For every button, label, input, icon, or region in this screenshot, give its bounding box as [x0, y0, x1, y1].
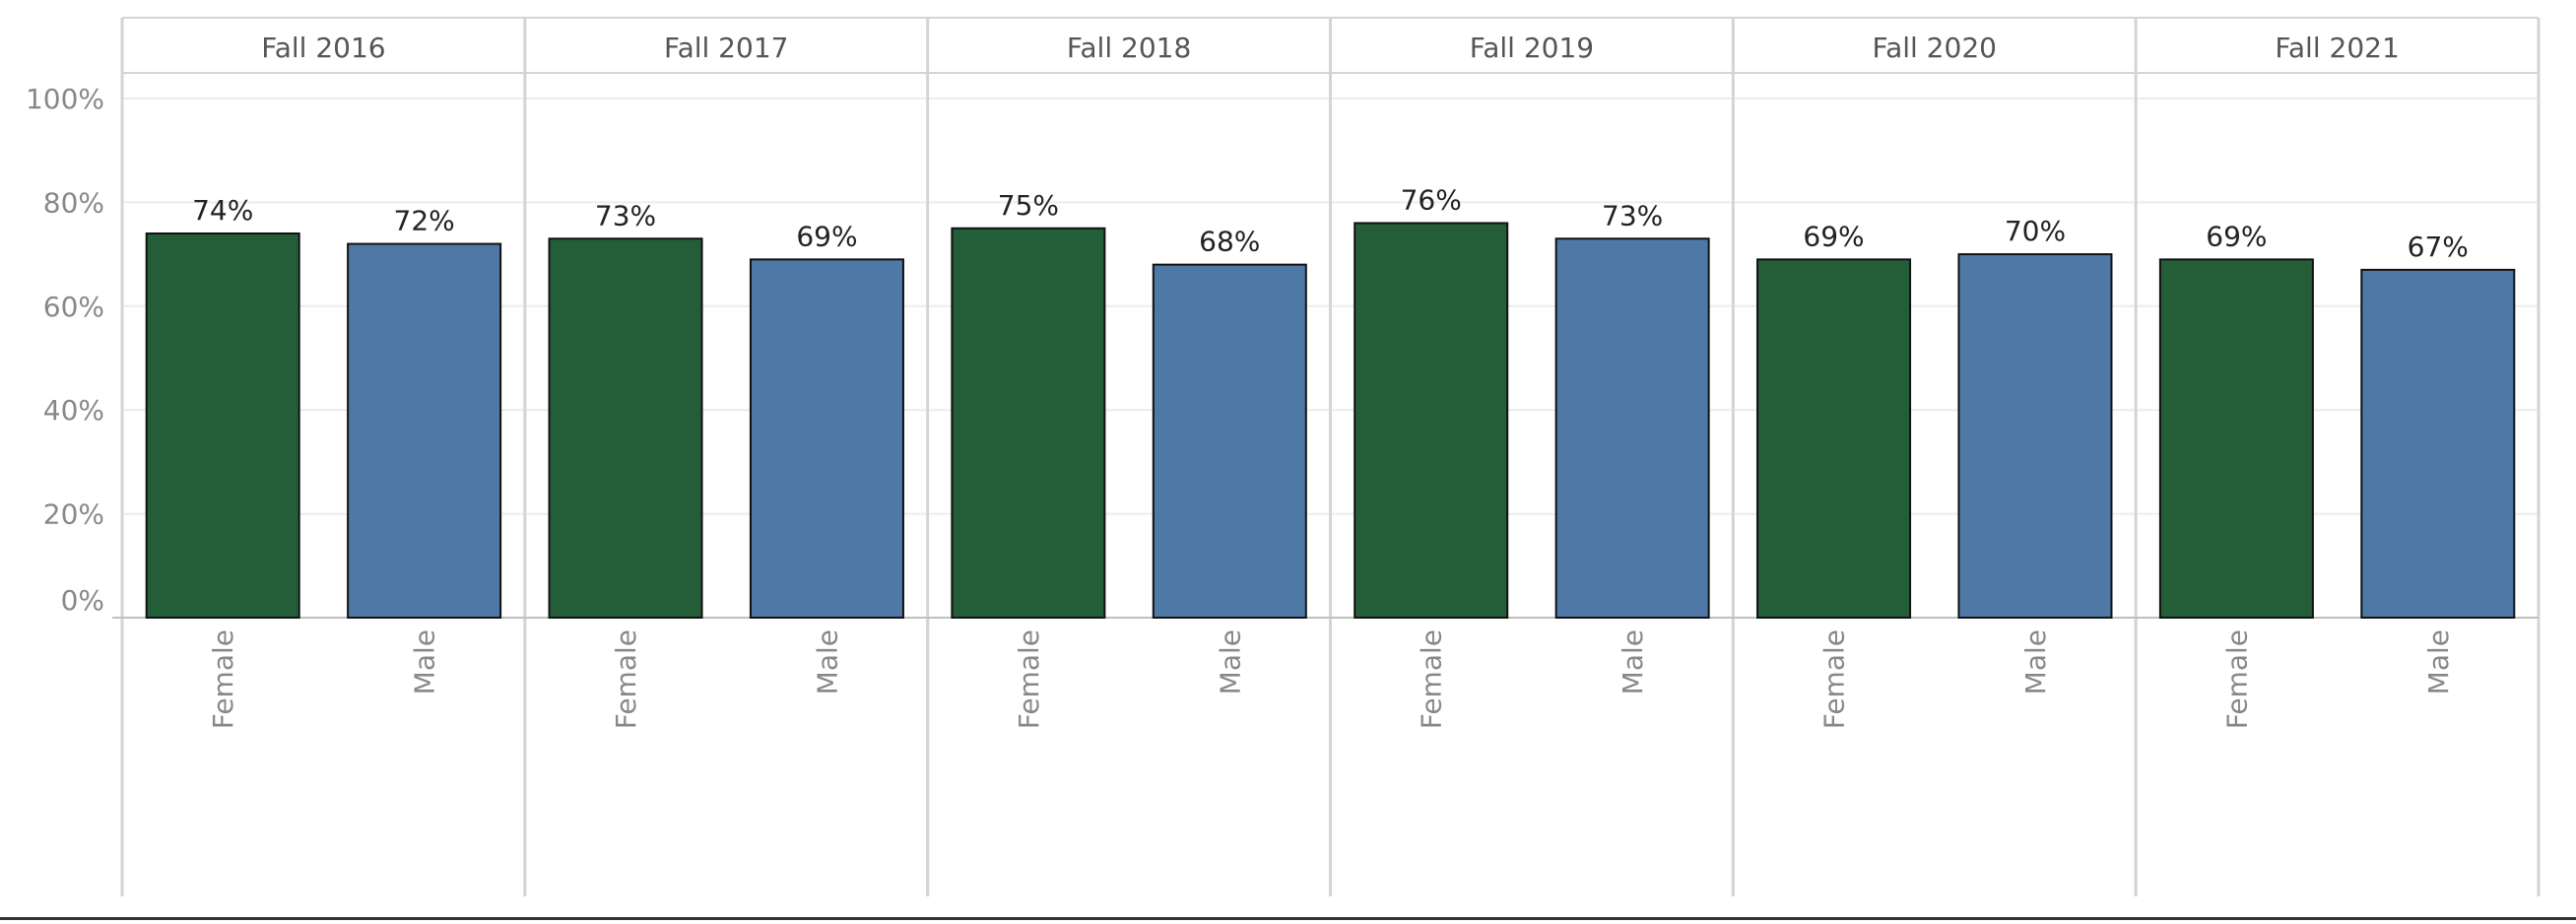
bar-male	[2360, 268, 2516, 619]
panel-header: Fall 2020	[1873, 32, 1997, 64]
bar-male	[749, 258, 904, 619]
category-label-male: Male	[811, 629, 843, 694]
bar-male	[1554, 237, 1710, 619]
data-label: 73%	[1602, 199, 1663, 231]
category-label-female: Female	[1416, 629, 1448, 729]
bar-female	[145, 232, 300, 620]
y-tick-label: 80%	[43, 186, 104, 219]
category-label-female: Female	[207, 629, 239, 729]
data-label: 75%	[998, 189, 1059, 222]
y-tick-label: 0%	[61, 584, 104, 617]
data-label: 69%	[2206, 220, 2267, 252]
data-label: 76%	[1401, 183, 1462, 216]
y-tick-label: 40%	[43, 394, 104, 427]
bar-female	[951, 227, 1106, 619]
bar-male	[1957, 253, 2113, 619]
category-label-male: Male	[2019, 629, 2052, 694]
data-label: 70%	[2005, 215, 2066, 247]
bar-female	[1354, 222, 1509, 619]
y-tick-label: 100%	[26, 83, 104, 115]
data-label: 72%	[394, 205, 455, 237]
panel-header: Fall 2016	[261, 32, 385, 64]
bar-female	[548, 237, 703, 619]
panel-header: Fall 2019	[1470, 32, 1594, 64]
category-label-male: Male	[1617, 629, 1649, 694]
bar-male	[347, 242, 502, 619]
data-label: 68%	[1199, 226, 1260, 258]
panel-header: Fall 2018	[1067, 32, 1191, 64]
y-tick-label: 20%	[43, 498, 104, 531]
category-label-male: Male	[1214, 629, 1246, 694]
panel-header: Fall 2017	[664, 32, 788, 64]
data-label: 74%	[192, 194, 253, 227]
bar-female	[1756, 258, 1912, 619]
category-label-male: Male	[409, 629, 441, 694]
bar-male	[1152, 263, 1307, 619]
data-label: 69%	[1803, 220, 1864, 252]
category-label-female: Female	[2220, 629, 2253, 729]
category-label-female: Female	[1818, 629, 1851, 729]
category-label-female: Female	[1013, 629, 1045, 729]
category-label-male: Male	[2422, 629, 2455, 694]
data-label: 67%	[2408, 231, 2469, 263]
panel-header: Fall 2021	[2275, 32, 2399, 64]
data-label: 69%	[796, 220, 857, 252]
category-label-female: Female	[610, 629, 642, 729]
data-label: 73%	[595, 199, 656, 231]
y-tick-label: 60%	[43, 291, 104, 323]
bar-female	[2158, 258, 2314, 619]
